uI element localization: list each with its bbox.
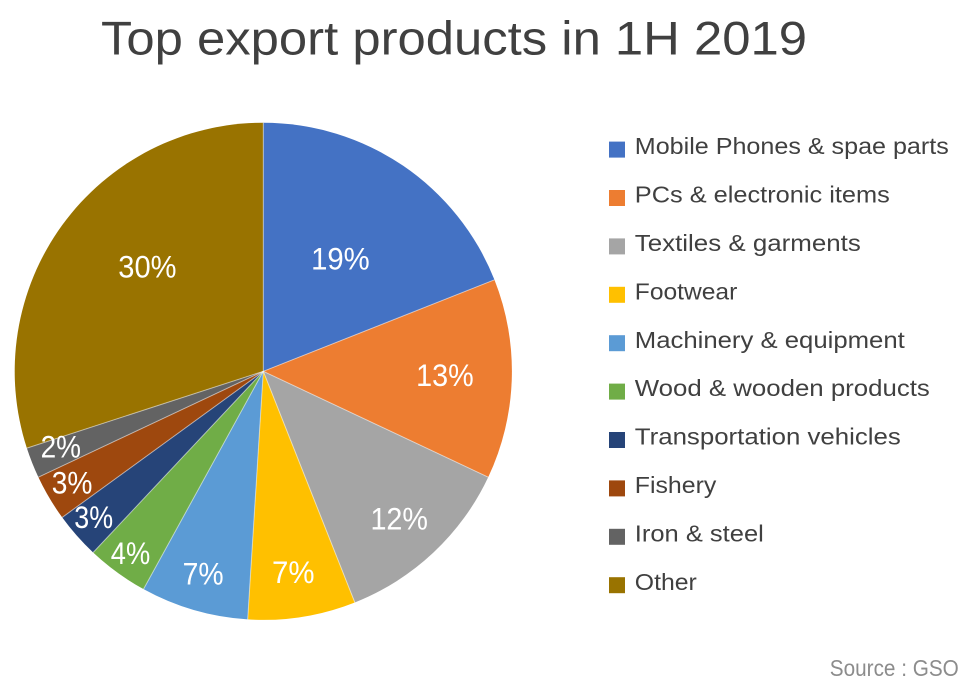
svg-text:Iron & steel: Iron & steel (635, 520, 764, 546)
svg-text:3%: 3% (74, 499, 113, 535)
svg-text:12%: 12% (370, 501, 428, 537)
svg-text:Other: Other (635, 569, 697, 595)
svg-text:7%: 7% (183, 555, 224, 591)
svg-text:Wood & wooden products: Wood & wooden products (635, 375, 930, 401)
svg-text:7%: 7% (272, 554, 315, 590)
svg-text:4%: 4% (111, 535, 150, 571)
svg-text:Top export products in 1H 2019: Top export products in 1H 2019 (101, 11, 807, 64)
svg-text:Footwear: Footwear (635, 278, 738, 304)
svg-text:30%: 30% (118, 249, 176, 285)
svg-text:Textiles & garments: Textiles & garments (635, 230, 861, 256)
svg-text:Mobile Phones & spae parts: Mobile Phones & spae parts (635, 133, 949, 159)
svg-text:PCs & electronic items: PCs & electronic items (635, 182, 890, 208)
svg-text:19%: 19% (311, 240, 370, 276)
svg-text:Fishery: Fishery (635, 472, 717, 498)
svg-text:Transportation vehicles: Transportation vehicles (635, 424, 901, 450)
svg-text:2%: 2% (41, 428, 81, 464)
svg-text:Machinery & equipment: Machinery & equipment (635, 327, 905, 353)
svg-text:Source : GSO: Source : GSO (830, 655, 959, 681)
svg-text:13%: 13% (416, 357, 474, 393)
svg-text:3%: 3% (52, 465, 93, 501)
